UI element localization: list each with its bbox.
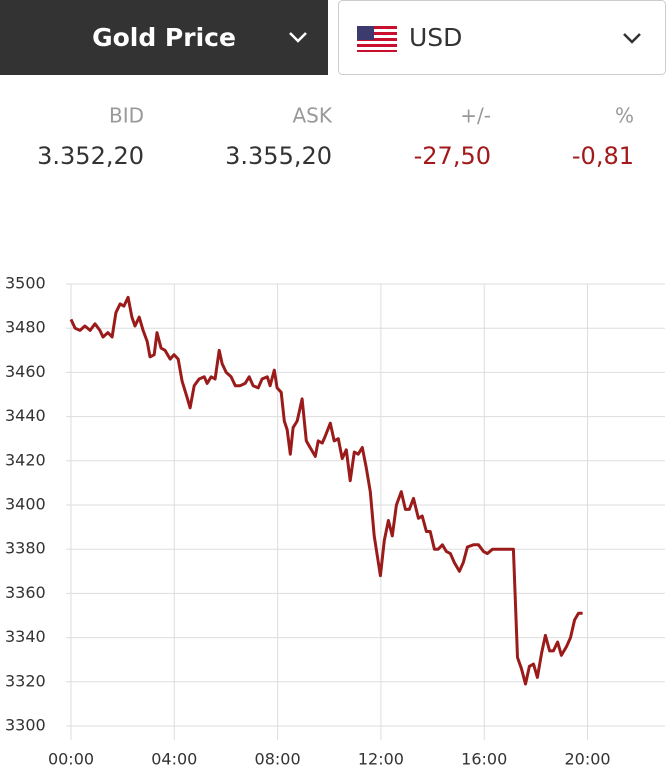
y-tick-label: 3360	[5, 583, 46, 602]
quote-label: BID	[109, 104, 144, 128]
quote-value: -27,50	[414, 142, 491, 170]
chevron	[623, 33, 641, 44]
y-tick-label: 3300	[5, 716, 46, 735]
y-tick-label: 3500	[5, 274, 46, 293]
x-tick-label: 08:00	[255, 750, 301, 769]
y-tick-label: 3400	[5, 495, 46, 514]
currency: USD	[409, 23, 462, 52]
quote-label: +/-	[460, 104, 491, 128]
x-tick-label: 04:00	[151, 750, 197, 769]
title-dropdown[interactable]	[0, 0, 328, 75]
chevron	[289, 32, 307, 43]
price-line	[69, 295, 583, 686]
x-tick-label: 16:00	[461, 750, 507, 769]
x-tick-label: 20:00	[564, 750, 610, 769]
y-tick-label: 3460	[5, 362, 46, 381]
y-tick-label: 3340	[5, 627, 46, 646]
quote-value: -0,81	[572, 142, 634, 170]
y-tick-label: 3380	[5, 539, 46, 558]
y-tick-label: 3440	[5, 406, 46, 425]
us-flag	[357, 26, 397, 52]
y-tick-label: 3480	[5, 318, 46, 337]
x-tick-label: 00:00	[48, 750, 94, 769]
quote-label: %	[615, 104, 634, 128]
quote-value: 3.355,20	[225, 142, 332, 170]
y-tick-label: 3320	[5, 671, 46, 690]
quote-label: ASK	[293, 104, 333, 128]
currency-dropdown[interactable]	[338, 0, 666, 75]
chart: 3300 3320 3340 3360 3380 3400 3420 3440 3460 3480…	[5, 274, 665, 769]
title: Gold Price	[92, 23, 236, 52]
x-tick-label: 12:00	[358, 750, 404, 769]
y-tick-label: 3420	[5, 450, 46, 469]
quote-value: 3.352,20	[37, 142, 144, 170]
